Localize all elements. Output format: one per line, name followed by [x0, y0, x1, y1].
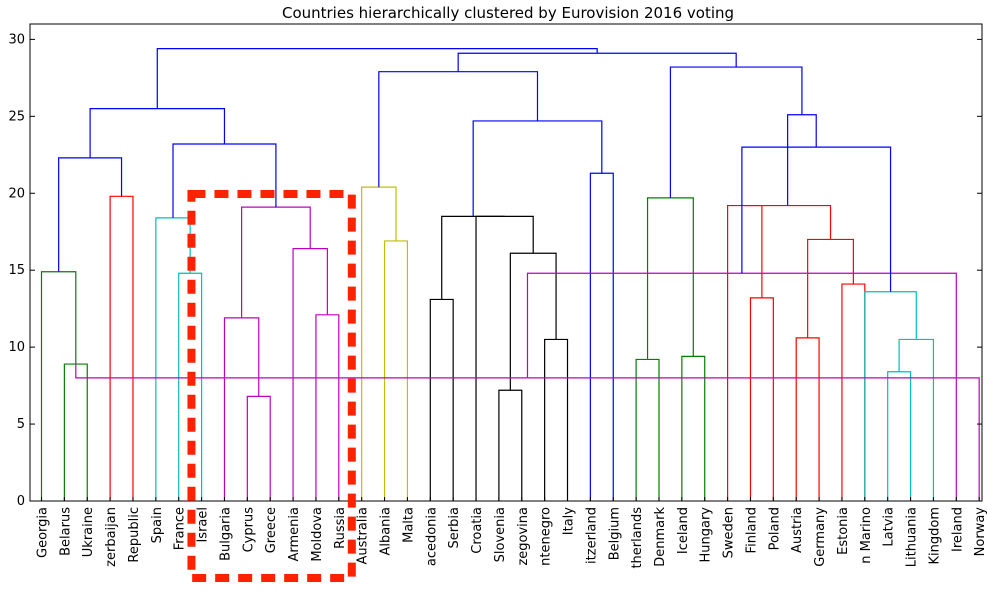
dendrogram-link-37 — [526, 272, 957, 501]
dendrogram-link-36 — [75, 364, 980, 501]
leaf-label: therlands — [630, 507, 645, 569]
leaf-label: Georgia — [36, 507, 51, 558]
dendrogram-link-5 — [155, 217, 191, 501]
leaf-label: France — [173, 507, 188, 550]
dendrogram-link-29 — [795, 337, 820, 501]
dendrogram-link-26 — [646, 197, 694, 360]
y-tick-label: 5 — [17, 417, 25, 432]
leaf-label: Norway — [973, 507, 987, 557]
dendrogram-link-20 — [441, 215, 505, 300]
dendrogram-link-42 — [156, 48, 598, 109]
dendrogram-link-17 — [544, 338, 569, 501]
dendrogram-link-31 — [807, 238, 854, 338]
leaf-label: Russia — [333, 507, 348, 549]
dendrogram-link-21 — [589, 172, 614, 501]
dendrogram-link-24 — [635, 358, 660, 501]
leaf-label: Sweden — [722, 507, 737, 558]
dendrogram-link-1 — [40, 271, 77, 501]
dendrogram-link-22 — [472, 120, 603, 217]
leaf-label: zerbaijan — [104, 507, 119, 567]
leaf-label: Ireland — [950, 507, 965, 552]
dendrogram-link-13 — [383, 240, 409, 501]
dendrogram-link-3 — [58, 157, 123, 272]
leaf-label: Australia — [356, 507, 371, 565]
dendrogram-link-41 — [457, 52, 737, 72]
leaf-label: Germany — [813, 507, 828, 567]
highlight-box-group — [187, 190, 356, 582]
leaf-label: n Marino — [859, 507, 874, 564]
leaf-label: Denmark — [653, 507, 668, 567]
dendrogram-link-32 — [744, 204, 832, 240]
leaf-label: Austria — [790, 507, 805, 553]
plot-frame — [29, 23, 983, 502]
leaf-label: Israel — [196, 507, 211, 543]
leaf-label: ntenegro — [539, 507, 554, 566]
dendrogram-link-15 — [429, 298, 454, 501]
dendrogram-link-35 — [864, 291, 917, 501]
dendrogram-link-16 — [498, 389, 523, 501]
leaf-label: Belgium — [607, 507, 622, 560]
dendrogram-link-27 — [749, 297, 774, 501]
dendrogram-link-6 — [246, 395, 271, 501]
leaf-label: Ukraine — [81, 507, 96, 557]
leaf-label: Serbia — [447, 507, 462, 548]
dendrogram-link-8 — [315, 314, 340, 501]
highlight-box — [187, 190, 356, 582]
dendrogram-link-19 — [475, 215, 534, 501]
leaf-label: Italy — [562, 507, 577, 536]
leaf-label: Cyprus — [241, 507, 256, 553]
leaf-label: Bulgaria — [218, 507, 233, 561]
leaf-label: Hungary — [699, 507, 714, 563]
y-tick-label: 10 — [8, 340, 25, 355]
dendrogram-link-10 — [241, 206, 311, 318]
leaf-label: Albania — [379, 507, 394, 556]
dendrogram-link-23 — [378, 71, 539, 188]
leaf-label: Republic — [127, 507, 142, 563]
leaf-label: zegovina — [516, 507, 531, 566]
leaf-label: Kingdom — [927, 507, 942, 565]
chart-title: Countries hierarchically clustered by Eu… — [282, 4, 734, 22]
leaf-label: Finland — [744, 507, 759, 553]
y-tick-label: 0 — [17, 494, 25, 509]
dendrogram-link-14 — [361, 186, 397, 501]
dendrogram-link-12 — [89, 108, 226, 158]
dendrogram-link-18 — [509, 252, 557, 391]
dendrogram-link-2 — [109, 195, 134, 501]
dendrogram-link-7 — [223, 317, 260, 501]
y-tick-label: 20 — [8, 186, 25, 201]
y-tick-label: 15 — [8, 263, 25, 278]
leaf-label: Latvia — [882, 507, 897, 547]
leaf-label: Moldova — [310, 507, 325, 562]
dendrogram-links — [40, 48, 980, 501]
leaf-label: Belarus — [58, 507, 73, 556]
dendrogram-link-28 — [727, 204, 763, 501]
leaf-label: Slovenia — [493, 507, 508, 562]
dendrogram-link-38 — [741, 146, 892, 292]
leaf-label: Lithuania — [905, 507, 920, 567]
dendrogram-link-39 — [787, 114, 817, 206]
leaf-label: acedonia — [424, 507, 439, 566]
leaf-labels: Georgia Belarus Ukraine zerbaijan Republic Sp… — [36, 497, 987, 569]
dendrogram-link-34 — [898, 338, 935, 501]
leaf-label: Malta — [401, 507, 416, 543]
y-axis: 0 5 10 15 20 25 30 — [8, 32, 982, 509]
leaf-label: Greece — [264, 507, 279, 553]
dendrogram-link-0 — [63, 363, 88, 501]
leaf-label: Armenia — [287, 507, 302, 562]
dendrogram-link-4 — [178, 272, 203, 501]
y-tick-label: 25 — [8, 109, 25, 124]
dendrogram-link-9 — [292, 248, 328, 501]
leaf-label: Spain — [150, 507, 165, 543]
leaf-label: Poland — [767, 507, 782, 550]
dendrogram-link-40 — [669, 66, 803, 198]
dendrogram-link-33 — [887, 371, 912, 501]
y-tick-label: 30 — [8, 32, 25, 47]
dendrogram-link-30 — [841, 283, 866, 501]
leaf-label: Iceland — [676, 507, 691, 554]
leaf-label: Estonia — [836, 507, 851, 555]
leaf-label: Croatia — [470, 507, 485, 554]
leaf-label: itzerland — [584, 507, 599, 564]
